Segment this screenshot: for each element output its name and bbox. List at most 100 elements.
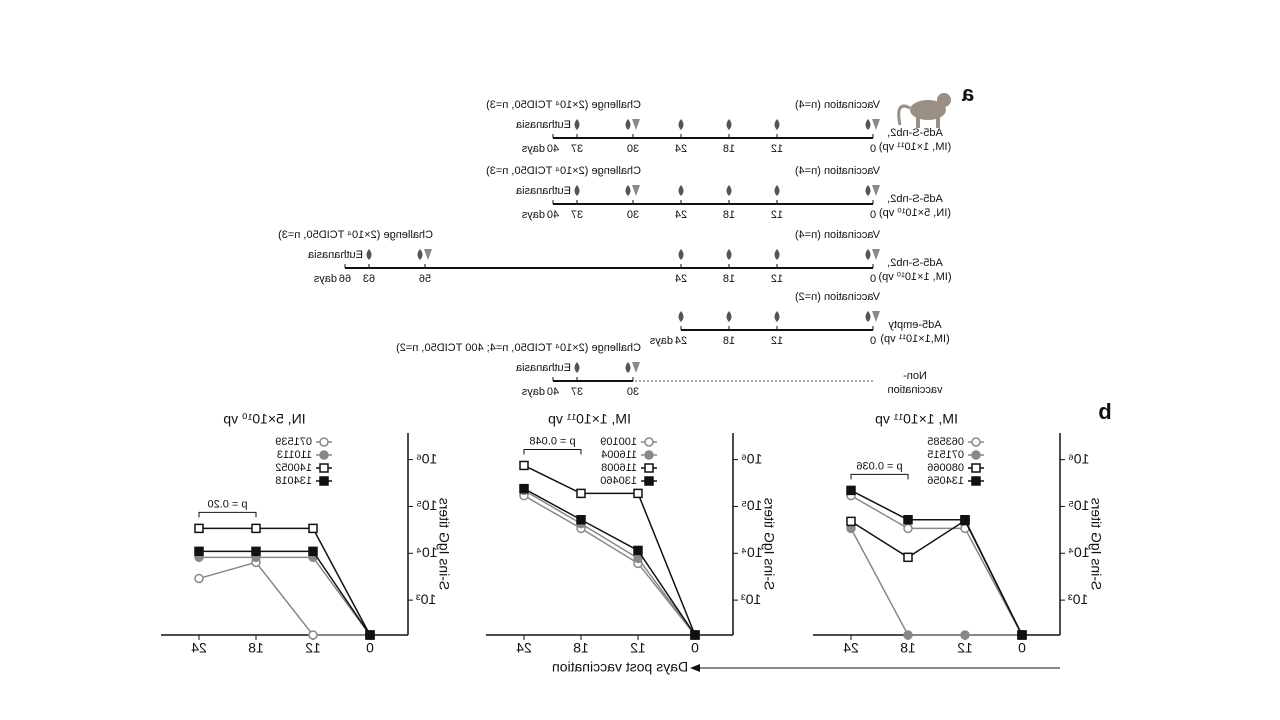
x-tick-label: 12 [957,640,973,656]
timeline-tick-label: 40 [547,386,559,398]
vaccination-label: Vaccination (n=2) [795,291,880,303]
data-point [903,523,913,534]
treatment-label: (IM, 1×10¹¹ vp) [879,141,951,153]
data-point [365,630,375,640]
series-line [199,556,371,636]
sample-icon [774,185,780,196]
legend-label: 116004 [601,449,637,461]
data-point [971,450,981,460]
data-point [971,476,981,486]
timeline-tick-label: 40 [547,143,559,155]
legend-label: 071515 [927,449,964,461]
data-point [633,488,643,499]
euthanasia-label: Euthanasia [307,249,363,261]
timeline-tick-label: 0 [870,143,876,155]
series-line [523,487,696,636]
sample-icon [865,311,871,322]
timeline-tick-label: 18 [723,335,735,347]
legend-label: 130460 [600,475,637,487]
series-line [850,489,1023,636]
significance-bracket [523,448,582,455]
data-point [251,523,261,534]
sample-icon [774,119,780,130]
significance-bracket [198,511,257,518]
timeline-tick-label: 0 [870,209,876,221]
arrow-head [690,664,700,672]
challenge-label: Challenge (2×10⁴ TCID50, n=3) [486,99,641,111]
treatment-label: (IM,1×10¹¹ vp) [880,333,949,345]
data-point [644,463,654,473]
y-axis-label: S-ins IgG titers [1088,498,1104,591]
data-point [319,437,329,447]
sample-icon [625,119,631,130]
injection-icon [872,311,880,322]
timeline-tick-label: 24 [675,143,687,155]
sample-icon [678,185,684,196]
series-line [523,464,696,636]
x-tick-label: 24 [843,640,859,656]
data-point [633,545,643,556]
timeline-tick-label: 12 [771,273,783,285]
x-tick-label: 24 [516,640,532,656]
timeline-tick-label: 37 [571,143,583,155]
chart-title: IM, 1×10¹¹ vp [548,411,631,427]
treatment-label: Ad5-S-nb2, [887,127,943,139]
timeline-tick-label: 30 [627,143,639,155]
x-tick-label: 24 [191,640,207,656]
sample-icon [574,362,580,373]
sample-icon [417,249,423,260]
data-point [644,437,654,447]
sample-icon [865,249,871,260]
injection-icon [872,119,880,130]
sample-icon [774,249,780,260]
vaccination-label: Vaccination (n=4) [795,165,880,177]
y-tick-label: 10⁶ [1068,450,1089,466]
timeline-tick-label: 37 [571,209,583,221]
y-axis-label: S-ins IgG titers [761,498,777,591]
legend-label: 116008 [601,462,637,474]
sample-icon [574,185,580,196]
timeline-tick-label: 24 [675,273,687,285]
timeline-tick-label: 30 [627,386,639,398]
series-line [523,489,696,636]
legend-label: 071539 [275,436,312,448]
treatment-label: vaccination [887,384,942,396]
injection-icon [632,362,640,373]
x-tick-label: 18 [900,640,916,656]
y-tick-label: 10⁵ [741,497,762,513]
y-tick-label: 10³ [416,591,437,607]
sample-icon [726,249,732,260]
y-tick-label: 10⁴ [741,544,763,560]
data-point [251,546,261,557]
timeline-tick-label: 24 [675,335,687,347]
x-tick-label: 0 [691,640,699,656]
y-tick-label: 10³ [1068,591,1089,607]
sample-icon [366,249,372,260]
chart-title: IN, 5×10¹⁰ vp [223,411,305,427]
data-point [971,437,981,447]
x-tick-label: 12 [630,640,646,656]
injection-icon [632,119,640,130]
data-point [960,630,970,640]
legend-label: 134056 [927,475,964,487]
timeline-tick-label: 0 [870,335,876,347]
timeline-tick-label: 66 [339,273,351,285]
series-line [850,528,1022,636]
treatment-label: Ad5-S-nb2, [887,193,943,205]
timeline-tick-label: 63 [363,273,375,285]
x-tick-label: 0 [366,640,374,656]
monkey-icon [897,93,951,128]
y-tick-label: 10⁴ [1068,544,1090,560]
y-tick-label: 10⁵ [416,497,437,513]
panel-label: a [961,81,974,106]
data-point [519,483,529,494]
sample-icon [774,311,780,322]
data-point [903,552,913,563]
p-value: p = 0.048 [529,435,575,447]
y-tick-label: 10³ [741,591,762,607]
injection-icon [872,249,880,260]
timeline-tick-label: 0 [870,273,876,285]
data-point [194,573,204,584]
data-point [319,463,329,473]
